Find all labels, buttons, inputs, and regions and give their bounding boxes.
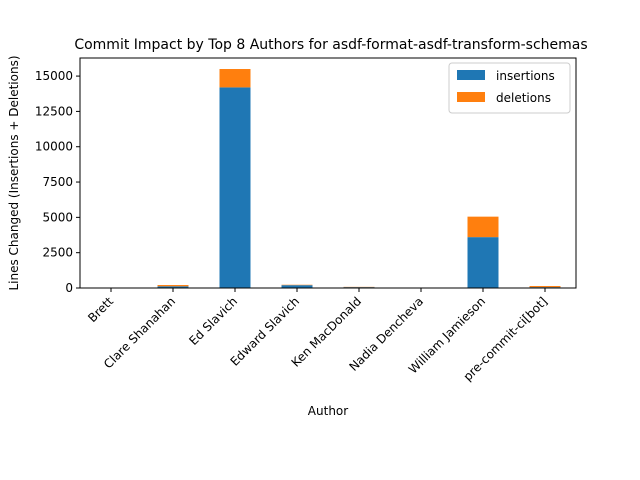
x-axis-label: Author bbox=[308, 404, 348, 418]
y-tick-label: 2500 bbox=[42, 246, 73, 260]
bar-deletions-7 bbox=[529, 286, 561, 288]
bar-insertions-1 bbox=[157, 286, 189, 288]
bar-insertions-2 bbox=[219, 87, 251, 288]
plot-frame bbox=[79, 57, 577, 289]
y-tick-label: 15000 bbox=[35, 69, 73, 83]
x-tick-label: Ed Slavich bbox=[186, 294, 240, 348]
y-axis-ticks: 0 2500 5000 7500 10000 12500 15000 bbox=[35, 69, 80, 295]
y-tick-label: 10000 bbox=[35, 140, 73, 154]
legend-label-insertions: insertions bbox=[496, 69, 555, 83]
y-tick-label: 7500 bbox=[42, 175, 73, 189]
bar-deletions-2 bbox=[219, 69, 251, 88]
y-tick-label: 12500 bbox=[35, 104, 73, 118]
y-axis-label: Lines Changed (Insertions + Deletions) bbox=[7, 55, 21, 290]
legend-swatch-deletions bbox=[457, 92, 485, 102]
chart-title: Commit Impact by Top 8 Authors for asdf-… bbox=[74, 37, 587, 53]
legend-swatch-insertions bbox=[457, 70, 485, 80]
bars bbox=[95, 69, 561, 288]
bar-insertions-6 bbox=[467, 237, 499, 288]
bar-insertions-3 bbox=[281, 285, 313, 288]
y-tick-label: 0 bbox=[65, 281, 73, 295]
bar-deletions-1 bbox=[157, 285, 189, 287]
legend: insertions deletions bbox=[448, 62, 571, 114]
y-tick-label: 5000 bbox=[42, 210, 73, 224]
bar-deletions-6 bbox=[467, 216, 499, 238]
legend-label-deletions: deletions bbox=[496, 91, 551, 105]
x-tick-label: Brett bbox=[85, 294, 116, 325]
